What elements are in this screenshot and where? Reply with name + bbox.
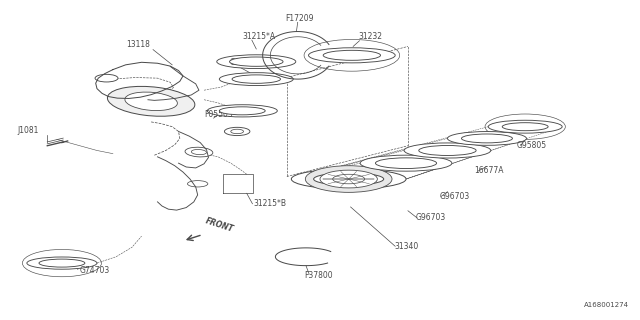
Ellipse shape [502, 123, 548, 131]
Ellipse shape [447, 132, 527, 145]
Text: 31232: 31232 [358, 32, 382, 42]
Ellipse shape [360, 155, 452, 171]
Ellipse shape [191, 149, 207, 155]
Ellipse shape [333, 174, 365, 184]
Text: 31215*B: 31215*B [253, 199, 287, 208]
Text: G25504: G25504 [230, 58, 260, 67]
Text: G74703: G74703 [79, 266, 109, 275]
Ellipse shape [419, 146, 476, 156]
Ellipse shape [108, 86, 195, 116]
Ellipse shape [230, 57, 283, 66]
Ellipse shape [376, 158, 436, 169]
Text: G96703: G96703 [415, 213, 446, 222]
Text: G95805: G95805 [516, 141, 547, 150]
Ellipse shape [220, 73, 293, 85]
Ellipse shape [39, 259, 85, 267]
Text: A168001274: A168001274 [584, 302, 629, 308]
Ellipse shape [207, 105, 277, 117]
Ellipse shape [225, 127, 250, 136]
Ellipse shape [95, 74, 118, 82]
Ellipse shape [185, 147, 213, 157]
Text: J1081: J1081 [17, 126, 38, 135]
Ellipse shape [305, 166, 392, 192]
Ellipse shape [125, 92, 177, 111]
Text: 31340: 31340 [394, 243, 418, 252]
Text: G96703: G96703 [440, 192, 470, 201]
Ellipse shape [232, 75, 280, 83]
Ellipse shape [320, 170, 378, 188]
Ellipse shape [461, 134, 513, 143]
Ellipse shape [314, 173, 384, 185]
Text: FRONT: FRONT [204, 216, 235, 234]
Text: 31215*A: 31215*A [243, 32, 275, 41]
Ellipse shape [27, 257, 97, 269]
Text: 13118: 13118 [127, 40, 150, 49]
Ellipse shape [217, 55, 296, 68]
Ellipse shape [323, 50, 381, 60]
Ellipse shape [188, 180, 208, 187]
Ellipse shape [231, 129, 244, 134]
Ellipse shape [220, 107, 265, 115]
Text: F17209: F17209 [285, 14, 314, 23]
Text: F05503: F05503 [204, 110, 233, 119]
Ellipse shape [488, 120, 562, 133]
Text: F37800: F37800 [304, 271, 333, 280]
Ellipse shape [404, 143, 491, 158]
Ellipse shape [291, 169, 406, 189]
Text: 16677A: 16677A [474, 166, 504, 175]
Ellipse shape [308, 48, 395, 63]
